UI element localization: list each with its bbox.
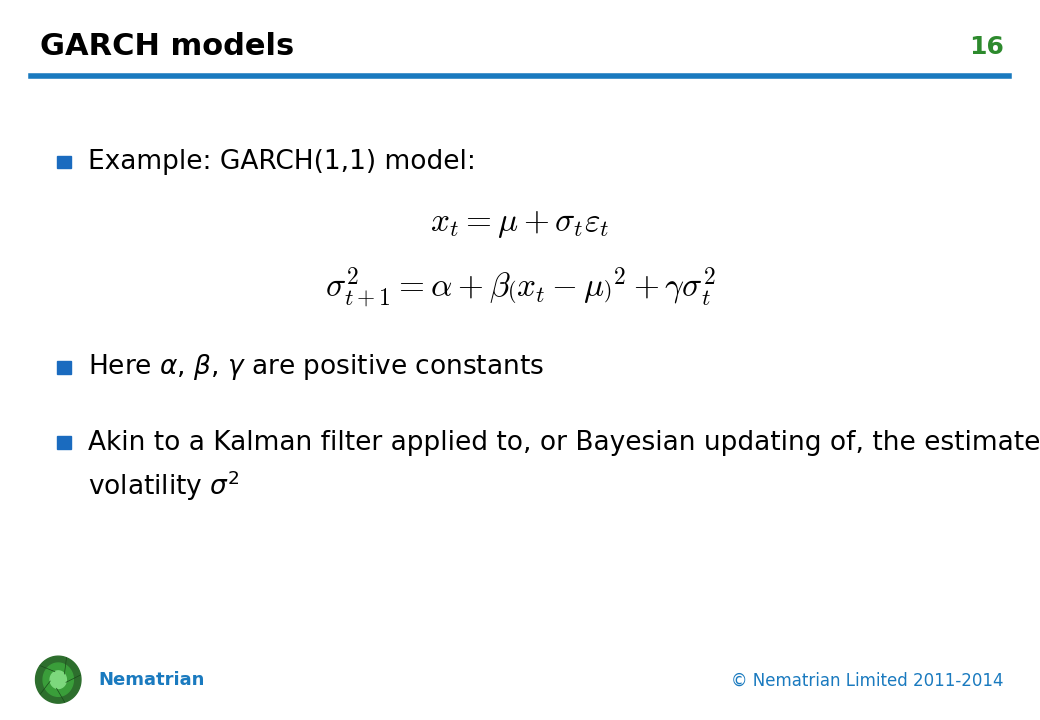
Text: Example: GARCH(1,1) model:: Example: GARCH(1,1) model: — [88, 149, 476, 175]
Polygon shape — [35, 656, 81, 703]
Text: volatility $\sigma^2$: volatility $\sigma^2$ — [88, 469, 240, 503]
Text: Here $\alpha$, $\beta$, $\gamma$ are positive constants: Here $\alpha$, $\beta$, $\gamma$ are pos… — [88, 352, 544, 382]
Text: Nematrian: Nematrian — [99, 671, 205, 690]
Text: $\sigma^2_{t+1} = \alpha + \beta\left(x_t - \mu\right)^2 + \gamma\sigma^2_t$: $\sigma^2_{t+1} = \alpha + \beta\left(x_… — [324, 266, 716, 310]
Text: $x_t = \mu + \sigma_t\varepsilon_t$: $x_t = \mu + \sigma_t\varepsilon_t$ — [431, 207, 609, 240]
Text: 16: 16 — [968, 35, 1004, 59]
Text: GARCH models: GARCH models — [40, 32, 293, 61]
Polygon shape — [43, 663, 74, 696]
Polygon shape — [50, 671, 67, 688]
Text: Akin to a Kalman filter applied to, or Bayesian updating of, the estimated: Akin to a Kalman filter applied to, or B… — [88, 430, 1040, 456]
Text: © Nematrian Limited 2011-2014: © Nematrian Limited 2011-2014 — [731, 671, 1004, 690]
